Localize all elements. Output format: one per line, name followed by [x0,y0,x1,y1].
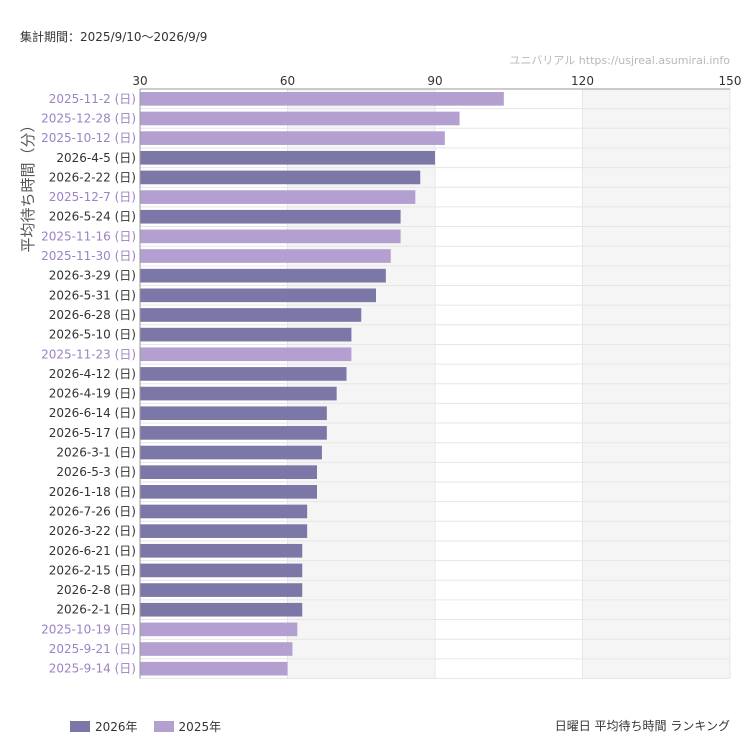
bar-26[interactable] [140,583,303,597]
legend-swatch-2026 [70,721,90,732]
category-label-21: 2026-1-18 (日) [49,485,136,499]
bar-11[interactable] [140,288,376,303]
bar-14[interactable] [140,347,352,362]
bar-22[interactable] [140,504,308,519]
legend: 2026年 2025年 [70,718,221,735]
bar-4[interactable] [140,150,435,165]
bar-29[interactable] [140,642,293,656]
x-tick-labels: 30 60 90 120 150 [132,74,741,88]
x-tick-30: 30 [132,74,147,88]
category-label-23: 2026-3-22 (日) [49,524,136,538]
bar-6[interactable] [140,190,416,204]
category-label-18: 2026-5-17 (日) [49,426,136,440]
category-labels: 2025-11-2 (日) 2025-12-28 (日) 2025-10-12 (日… [41,92,136,676]
bar-19[interactable] [140,445,322,460]
category-label-14: 2025-11-23 (日) [41,347,136,361]
bar-24[interactable] [140,543,303,558]
bar-5[interactable] [140,170,421,185]
category-label-3: 2025-10-12 (日) [41,131,136,145]
bar-25[interactable] [140,563,303,578]
legend-label-2026: 2026年 [95,720,138,734]
legend-label-2025: 2025年 [178,720,222,734]
category-label-11: 2026-5-31 (日) [49,288,136,302]
category-label-9: 2025-11-30 (日) [41,249,136,263]
category-label-24: 2026-6-21 (日) [49,544,136,558]
bar-30[interactable] [140,661,288,676]
category-label-12: 2026-6-28 (日) [49,308,136,322]
bar-2[interactable] [140,111,460,126]
category-label-17: 2026-6-14 (日) [49,406,136,420]
y-axis-title: 平均待ち時間（分） [19,117,37,252]
category-label-6: 2025-12-7 (日) [49,190,136,204]
category-label-22: 2026-7-26 (日) [49,504,136,518]
category-label-10: 2026-3-29 (日) [49,269,136,283]
chart-caption: 日曜日 平均待ち時間 ランキング [554,719,730,733]
category-label-29: 2025-9-21 (日) [49,642,136,656]
category-label-16: 2026-4-19 (日) [49,387,136,401]
category-label-2: 2025-12-28 (日) [41,111,136,125]
bar-17[interactable] [140,406,327,421]
bar-23[interactable] [140,524,308,538]
bar-3[interactable] [140,131,445,145]
bar-9[interactable] [140,249,391,263]
category-label-7: 2026-5-24 (日) [49,210,136,224]
bar-21[interactable] [140,485,317,499]
bar-20[interactable] [140,465,317,479]
bar-27[interactable] [140,602,303,617]
bar-28[interactable] [140,622,298,637]
category-label-13: 2026-5-10 (日) [49,328,136,342]
legend-swatch-2025 [153,721,174,732]
x-tick-60: 60 [280,74,295,88]
bar-7[interactable] [140,209,401,224]
category-label-8: 2025-11-16 (日) [41,229,136,243]
x-tick-150: 150 [719,74,742,88]
category-label-4: 2026-4-5 (日) [56,151,136,165]
bar-10[interactable] [140,268,386,283]
bar-1[interactable] [140,92,504,106]
bar-12[interactable] [140,308,362,322]
category-label-28: 2025-10-19 (日) [41,622,136,636]
period-label: 集計期間：2025/9/10～2026/9/9 [20,30,208,44]
x-tick-120: 120 [571,74,594,88]
bar-18[interactable] [140,426,327,440]
category-label-15: 2026-4-12 (日) [49,367,136,381]
bar-8[interactable] [140,229,401,244]
bar-15[interactable] [140,367,347,381]
category-label-27: 2026-2-1 (日) [56,603,136,617]
category-label-25: 2026-2-15 (日) [49,563,136,577]
category-label-19: 2026-3-1 (日) [56,446,136,460]
category-label-26: 2026-2-8 (日) [56,583,136,597]
legend-item-2025[interactable]: 2025年 [153,718,222,735]
x-tick-90: 90 [427,74,442,88]
bars [140,92,504,676]
category-label-1: 2025-11-2 (日) [49,92,136,106]
category-label-30: 2025-9-14 (日) [49,662,136,676]
bar-13[interactable] [140,327,352,342]
category-label-5: 2026-2-22 (日) [49,170,136,184]
site-watermark: ユニバリアル https://usjreal.asumirai.info [509,54,730,67]
legend-item-2026[interactable]: 2026年 [70,718,138,735]
bar-16[interactable] [140,386,337,401]
category-label-20: 2026-5-3 (日) [56,465,136,479]
